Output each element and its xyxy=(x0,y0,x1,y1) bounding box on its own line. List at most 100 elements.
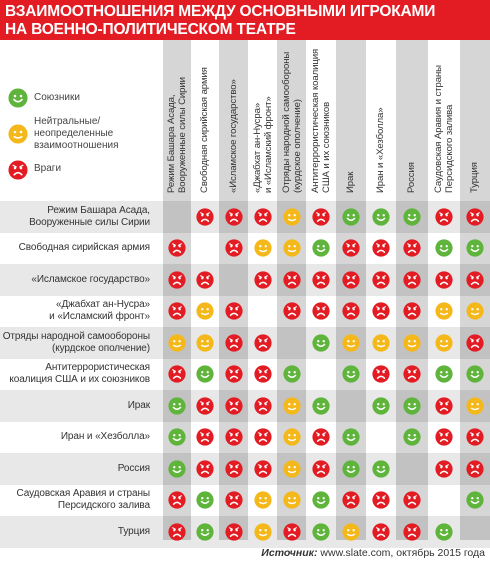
ally-face-icon xyxy=(282,365,301,383)
row-header: Турция xyxy=(0,516,150,547)
neutral-face-icon xyxy=(196,334,214,352)
enemy-face-icon xyxy=(224,239,243,257)
enemy-face-icon xyxy=(196,271,214,289)
enemy-face-icon xyxy=(312,208,330,226)
source-note: Источник: www.slate.com, октябрь 2015 го… xyxy=(261,547,485,559)
ally-face-icon xyxy=(342,428,360,446)
row-header-line: «Джабхат ан-Нусра» xyxy=(56,299,150,310)
row-header: Россия xyxy=(0,453,150,484)
row-header: Отряды народной самообороны (курдское опо… xyxy=(0,327,150,358)
ally-smiley-icon xyxy=(8,88,28,113)
legend-neutral-line3: взаимоотношения xyxy=(34,140,119,151)
ally-face-icon xyxy=(312,523,330,541)
enemy-face-icon xyxy=(342,302,360,320)
enemy-face-icon xyxy=(435,460,453,478)
enemy-face-icon xyxy=(312,271,330,289)
legend-neutral-label: Нейтральные/ неопределенные взаимоотноше… xyxy=(34,116,118,152)
column-header-line: Персидского залива xyxy=(444,104,455,193)
neutral-face-icon xyxy=(196,302,214,320)
column-header-line: Ирак xyxy=(345,171,357,193)
column-header: Саудовская Аравия и страны Персидского за… xyxy=(432,48,456,193)
enemy-face-icon xyxy=(403,491,421,509)
enemy-face-icon xyxy=(168,302,186,320)
enemy-face-icon xyxy=(253,428,272,446)
enemy-face-icon xyxy=(168,491,186,509)
enemy-face-icon xyxy=(224,397,243,415)
ally-face-icon xyxy=(312,239,330,257)
ally-face-icon xyxy=(435,365,453,383)
neutral-face-icon xyxy=(435,302,453,320)
row-header: «Исламское государство» xyxy=(0,264,150,295)
enemy-face-icon xyxy=(224,428,243,446)
ally-face-icon xyxy=(372,397,390,415)
enemy-face-icon xyxy=(372,239,390,257)
ally-face-icon xyxy=(312,491,330,509)
neutral-face-icon xyxy=(342,523,360,541)
row-header-line: Отряды народной самообороны xyxy=(2,330,150,342)
enemy-face-icon xyxy=(435,428,453,446)
row-header-line: Турция xyxy=(117,525,150,537)
ally-face-icon xyxy=(435,523,453,541)
enemy-face-icon xyxy=(372,491,390,509)
neutral-face-icon xyxy=(282,428,301,446)
enemy-face-icon xyxy=(403,239,421,257)
neutral-face-icon xyxy=(466,397,484,415)
row-header-line: Антитеррористическая xyxy=(45,362,150,373)
ally-face-icon xyxy=(168,428,186,446)
column-header: Ирак xyxy=(339,48,363,193)
enemy-face-icon xyxy=(403,523,421,541)
neutral-smiley-icon xyxy=(8,124,28,149)
ally-face-icon xyxy=(312,397,330,415)
neutral-face-icon xyxy=(282,239,301,257)
column-header: Режим Башара Асада, Вооруженные силы Сири… xyxy=(165,48,189,193)
column-header-line: Вооруженные силы Сирии xyxy=(177,77,188,193)
enemy-face-icon xyxy=(342,271,360,289)
column-header-line: Иран и «Хезболла» xyxy=(375,107,387,194)
enemy-face-icon xyxy=(282,302,301,320)
enemy-face-icon xyxy=(466,428,484,446)
enemy-face-icon xyxy=(282,523,301,541)
enemy-face-icon xyxy=(466,208,484,226)
enemy-face-icon xyxy=(372,523,390,541)
row-band xyxy=(0,453,490,485)
enemy-frown-icon xyxy=(8,160,28,185)
enemy-face-icon xyxy=(224,302,243,320)
neutral-face-icon xyxy=(253,239,272,257)
enemy-face-icon xyxy=(435,271,453,289)
column-header-line: Саудовская Аравия и страны xyxy=(432,65,444,193)
enemy-face-icon xyxy=(168,239,186,257)
enemy-face-icon xyxy=(342,491,360,509)
chart-title-line1: ВЗАИМООТНОШЕНИЯ МЕЖДУ ОСНОВНЫМИ ИГРОКАМИ xyxy=(5,3,436,20)
row-header: Саудовская Аравия и страны Персидского за… xyxy=(0,485,151,516)
legend-enemy-label: Враги xyxy=(34,163,62,174)
neutral-face-icon xyxy=(282,491,301,509)
enemy-face-icon xyxy=(435,397,453,415)
row-header-line: «Исламское государство» xyxy=(31,273,150,285)
enemy-face-icon xyxy=(224,460,243,478)
enemy-face-icon xyxy=(372,271,390,289)
ally-face-icon xyxy=(466,491,484,509)
ally-face-icon xyxy=(372,208,390,226)
enemy-face-icon xyxy=(403,302,421,320)
ally-face-icon xyxy=(403,428,421,446)
ally-face-icon xyxy=(342,460,360,478)
ally-face-icon xyxy=(196,523,214,541)
enemy-face-icon xyxy=(224,334,243,352)
column-header-line: США и их союзников xyxy=(321,101,332,193)
enemy-face-icon xyxy=(253,271,272,289)
enemy-face-icon xyxy=(224,365,243,383)
column-header: Иран и «Хезболла» xyxy=(369,48,393,194)
row-header: Антитеррористическая коалиция США и их со… xyxy=(0,359,150,390)
row-header-line: Россия xyxy=(117,462,150,474)
neutral-face-icon xyxy=(435,334,453,352)
source-label: Источник: xyxy=(261,547,318,559)
neutral-face-icon xyxy=(253,491,272,509)
column-header-line: «Джабхат ан-Нусра» xyxy=(251,102,262,193)
legend-ally-label: Союзники xyxy=(34,92,80,103)
ally-face-icon xyxy=(312,334,330,352)
ally-face-icon xyxy=(466,239,484,257)
enemy-face-icon xyxy=(196,428,214,446)
row-header: Иран и «Хезболла» xyxy=(0,422,150,453)
enemy-face-icon xyxy=(253,460,272,478)
row-header: «Джабхат ан-Нусра» и «Исламский фронт» xyxy=(0,296,150,327)
